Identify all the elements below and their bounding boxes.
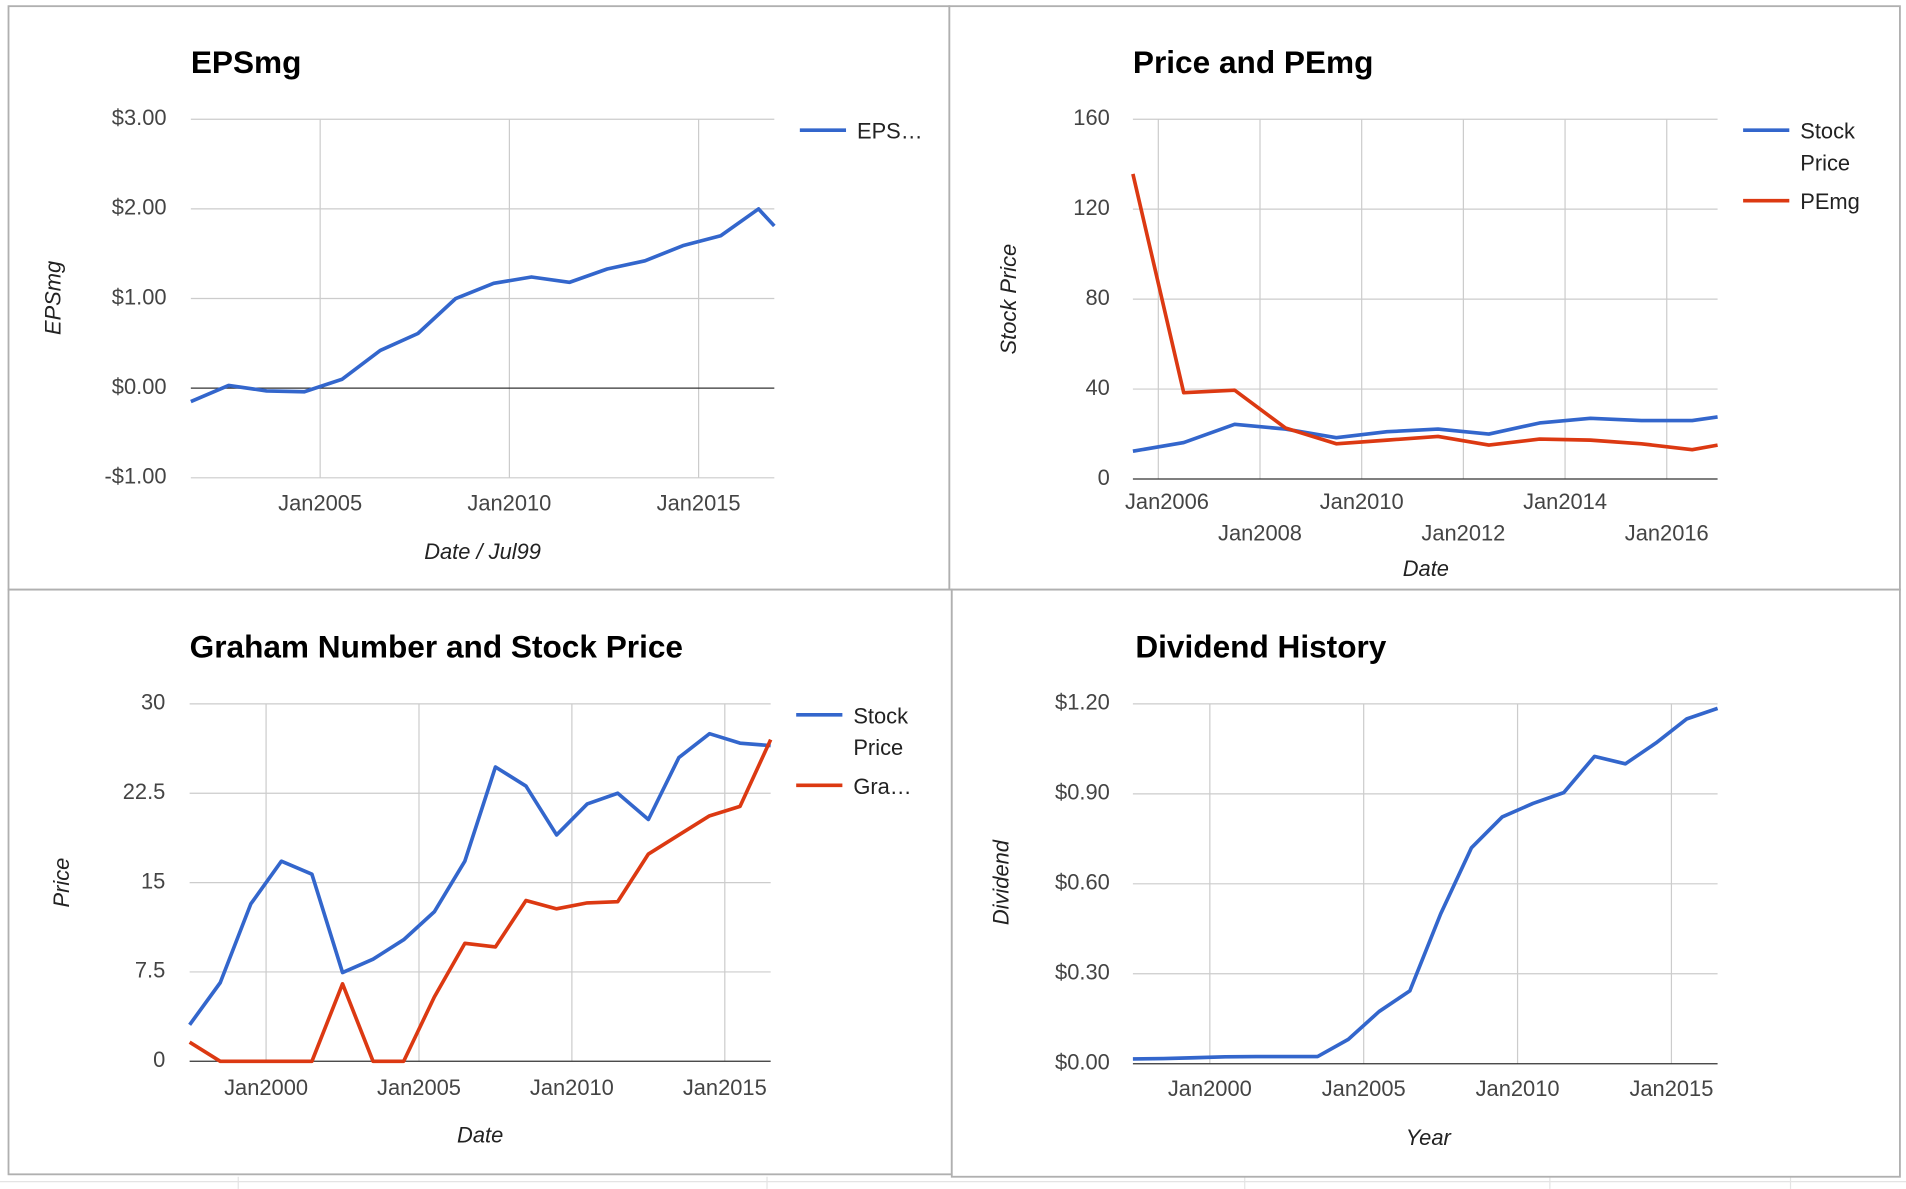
legend-label: PEmg — [1800, 189, 1860, 215]
x-tick-label: Jan2005 — [377, 1075, 461, 1100]
chart-title: Price and PEmg — [1133, 44, 1374, 80]
y-axis-label: Dividend — [989, 839, 1014, 925]
y-tick-label: 160 — [1073, 105, 1110, 130]
y-axis-label: EPSmg — [40, 261, 65, 335]
x-axis-label: Year — [1406, 1125, 1453, 1150]
x-axis-label: Date / Jul99 — [424, 539, 541, 564]
chart-title: Dividend History — [1135, 629, 1386, 665]
y-tick-label: 0 — [1098, 465, 1110, 490]
line-series — [1132, 415, 1718, 453]
x-tick-label: Jan2005 — [278, 490, 362, 515]
y-tick-label: $3.00 — [112, 105, 167, 130]
y-axis-label: Price — [49, 858, 74, 908]
x-axis-label: Date — [457, 1122, 503, 1147]
line-series — [1131, 173, 1718, 452]
y-tick-label: $0.30 — [1055, 960, 1110, 985]
y-tick-label: $2.00 — [112, 195, 167, 220]
x-tick-label: Jan2015 — [683, 1075, 767, 1100]
x-tick-label: Jan2000 — [1168, 1076, 1252, 1101]
y-tick-label: -$1.00 — [105, 464, 167, 489]
y-tick-label: $0.00 — [1055, 1049, 1110, 1074]
y-tick-label: $0.00 — [112, 374, 167, 399]
chart-title: EPSmg — [191, 44, 302, 80]
line-series — [1132, 706, 1719, 1061]
x-tick-label: Jan2010 — [530, 1075, 614, 1100]
y-tick-label: $1.20 — [1055, 690, 1110, 715]
legend-entry: EPS… — [856, 119, 923, 144]
y-tick-label: $0.90 — [1055, 780, 1110, 805]
y-tick-label: 15 — [141, 868, 165, 893]
legend-entry: Gra… — [853, 774, 912, 799]
line-series — [188, 731, 771, 1026]
line-series — [190, 207, 776, 404]
legend-label: Stock Price — [1800, 119, 1855, 176]
chart-title: Graham Number and Stock Price — [190, 629, 683, 665]
x-tick-label: Jan2008 — [1218, 521, 1302, 546]
y-tick-label: 0 — [153, 1047, 165, 1072]
x-tick-label: Jan2010 — [467, 490, 551, 515]
x-tick-label: Jan2005 — [1322, 1076, 1406, 1101]
x-tick-label: Jan2016 — [1625, 521, 1709, 546]
sheet-grid — [0, 1176, 1906, 1189]
x-axis-label: Date — [1403, 556, 1449, 581]
y-axis-label: Stock Price — [996, 244, 1021, 355]
legend-entry: Stock Price — [853, 703, 909, 760]
y-tick-label: $1.00 — [112, 284, 167, 309]
x-tick-label: Jan2012 — [1421, 521, 1505, 546]
legend-entry: Stock Price — [1800, 119, 1855, 176]
panels — [7, 5, 1901, 1178]
y-tick-label: 80 — [1085, 285, 1109, 310]
x-tick-label: Jan2014 — [1523, 489, 1607, 514]
x-tick-label: Jan2015 — [1629, 1076, 1713, 1101]
line-series — [188, 738, 773, 1064]
x-tick-label: Jan2010 — [1476, 1076, 1560, 1101]
x-tick-label: Jan2015 — [657, 490, 741, 515]
y-tick-label: 120 — [1073, 195, 1110, 220]
legend-entry: PEmg — [1800, 189, 1860, 215]
x-tick-label: Jan2000 — [224, 1075, 308, 1100]
legend-label: EPS… — [856, 119, 923, 144]
x-tick-label: Jan2010 — [1320, 489, 1404, 514]
y-tick-label: 40 — [1085, 375, 1109, 400]
legend-label: Gra… — [853, 774, 912, 799]
y-tick-label: 22.5 — [123, 779, 166, 804]
legend-label: Stock Price — [853, 703, 909, 760]
y-tick-label: $0.60 — [1055, 870, 1110, 895]
y-tick-label: 30 — [141, 690, 165, 715]
y-tick-label: 7.5 — [135, 958, 165, 983]
x-tick-label: Jan2006 — [1125, 489, 1209, 514]
